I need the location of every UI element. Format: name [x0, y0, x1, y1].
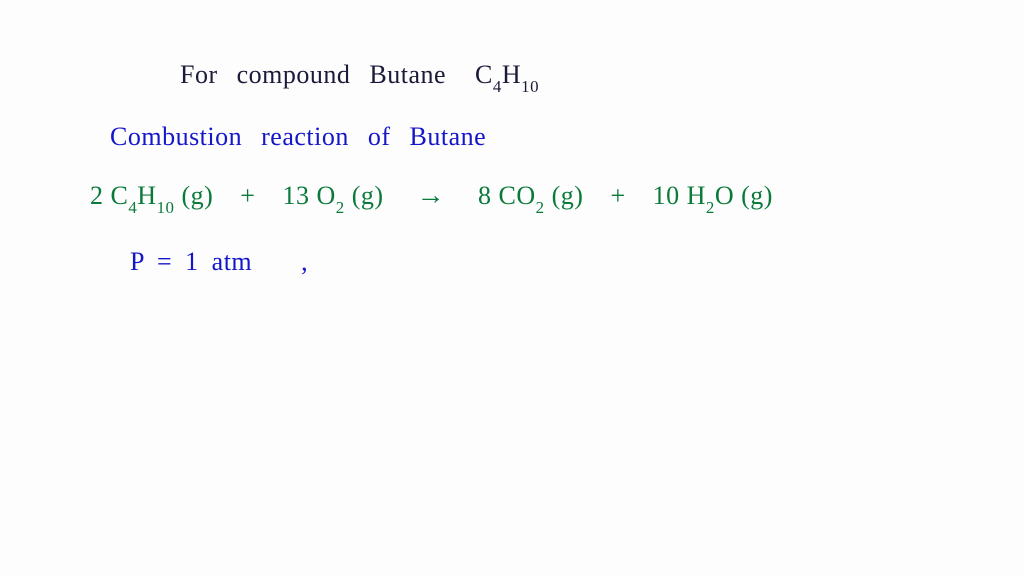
handwritten-content: For compound Butane C4H10 Combustion rea… [90, 60, 940, 305]
eq-C: C [111, 181, 129, 210]
eq-pO2: O [715, 181, 734, 210]
formula-H: H [502, 60, 521, 89]
word-reaction: reaction [261, 122, 349, 152]
eq-pC: C [499, 181, 517, 210]
word-combustion: Combustion [110, 122, 242, 152]
product-co2: 8 CO2 (g) [478, 181, 583, 215]
coef-2: 2 [90, 181, 104, 210]
reactant-oxygen: 13 O2 (g) [282, 181, 383, 215]
word-of: of [368, 122, 391, 152]
state-g2: (g) [352, 181, 384, 210]
arrow: → [417, 180, 446, 212]
coef-13: 13 [282, 181, 309, 210]
formula-sub10: 10 [521, 77, 539, 96]
word-butane: Butane [369, 60, 446, 90]
eq-pO: O [516, 181, 535, 210]
word-for: For [180, 60, 218, 90]
pressure-expr: P = 1 atm [130, 247, 252, 277]
val-1: 1 [185, 247, 199, 276]
eq-H: H [137, 181, 156, 210]
eq-pH-sub: 2 [706, 198, 715, 217]
product-h2o: 10 H2O (g) [653, 181, 773, 215]
eq-pO-sub: 2 [536, 198, 545, 217]
subtitle-line: Combustion reaction of Butane [110, 122, 940, 152]
formula-C: C [475, 60, 493, 89]
var-P: P [130, 247, 144, 276]
formula-sub4: 4 [493, 77, 502, 96]
state-g3: (g) [552, 181, 584, 210]
comma: , [301, 247, 308, 277]
eq-C-sub: 4 [128, 198, 137, 217]
eq-pH: H [687, 181, 706, 210]
coef-8: 8 [478, 181, 492, 210]
coef-10: 10 [653, 181, 680, 210]
state-g1: (g) [181, 181, 213, 210]
formula-c4h10: C4H10 [475, 60, 539, 94]
eq-O-sub: 2 [336, 198, 345, 217]
conditions-line: P = 1 atm , [130, 247, 940, 277]
word-compound: compound [237, 60, 351, 90]
state-g4: (g) [741, 181, 773, 210]
equals: = [157, 247, 172, 276]
unit-atm: atm [212, 247, 253, 276]
word-butane2: Butane [410, 122, 487, 152]
title-line: For compound Butane C4H10 [180, 60, 940, 94]
eq-H-sub: 10 [157, 198, 175, 217]
reactant-butane: 2 C4H10 (g) [90, 181, 213, 215]
plus-2: + [610, 181, 625, 211]
plus-1: + [240, 181, 255, 211]
eq-O: O [316, 181, 335, 210]
equation-line: 2 C4H10 (g) + 13 O2 (g) → 8 CO2 (g) + 10… [90, 180, 940, 215]
